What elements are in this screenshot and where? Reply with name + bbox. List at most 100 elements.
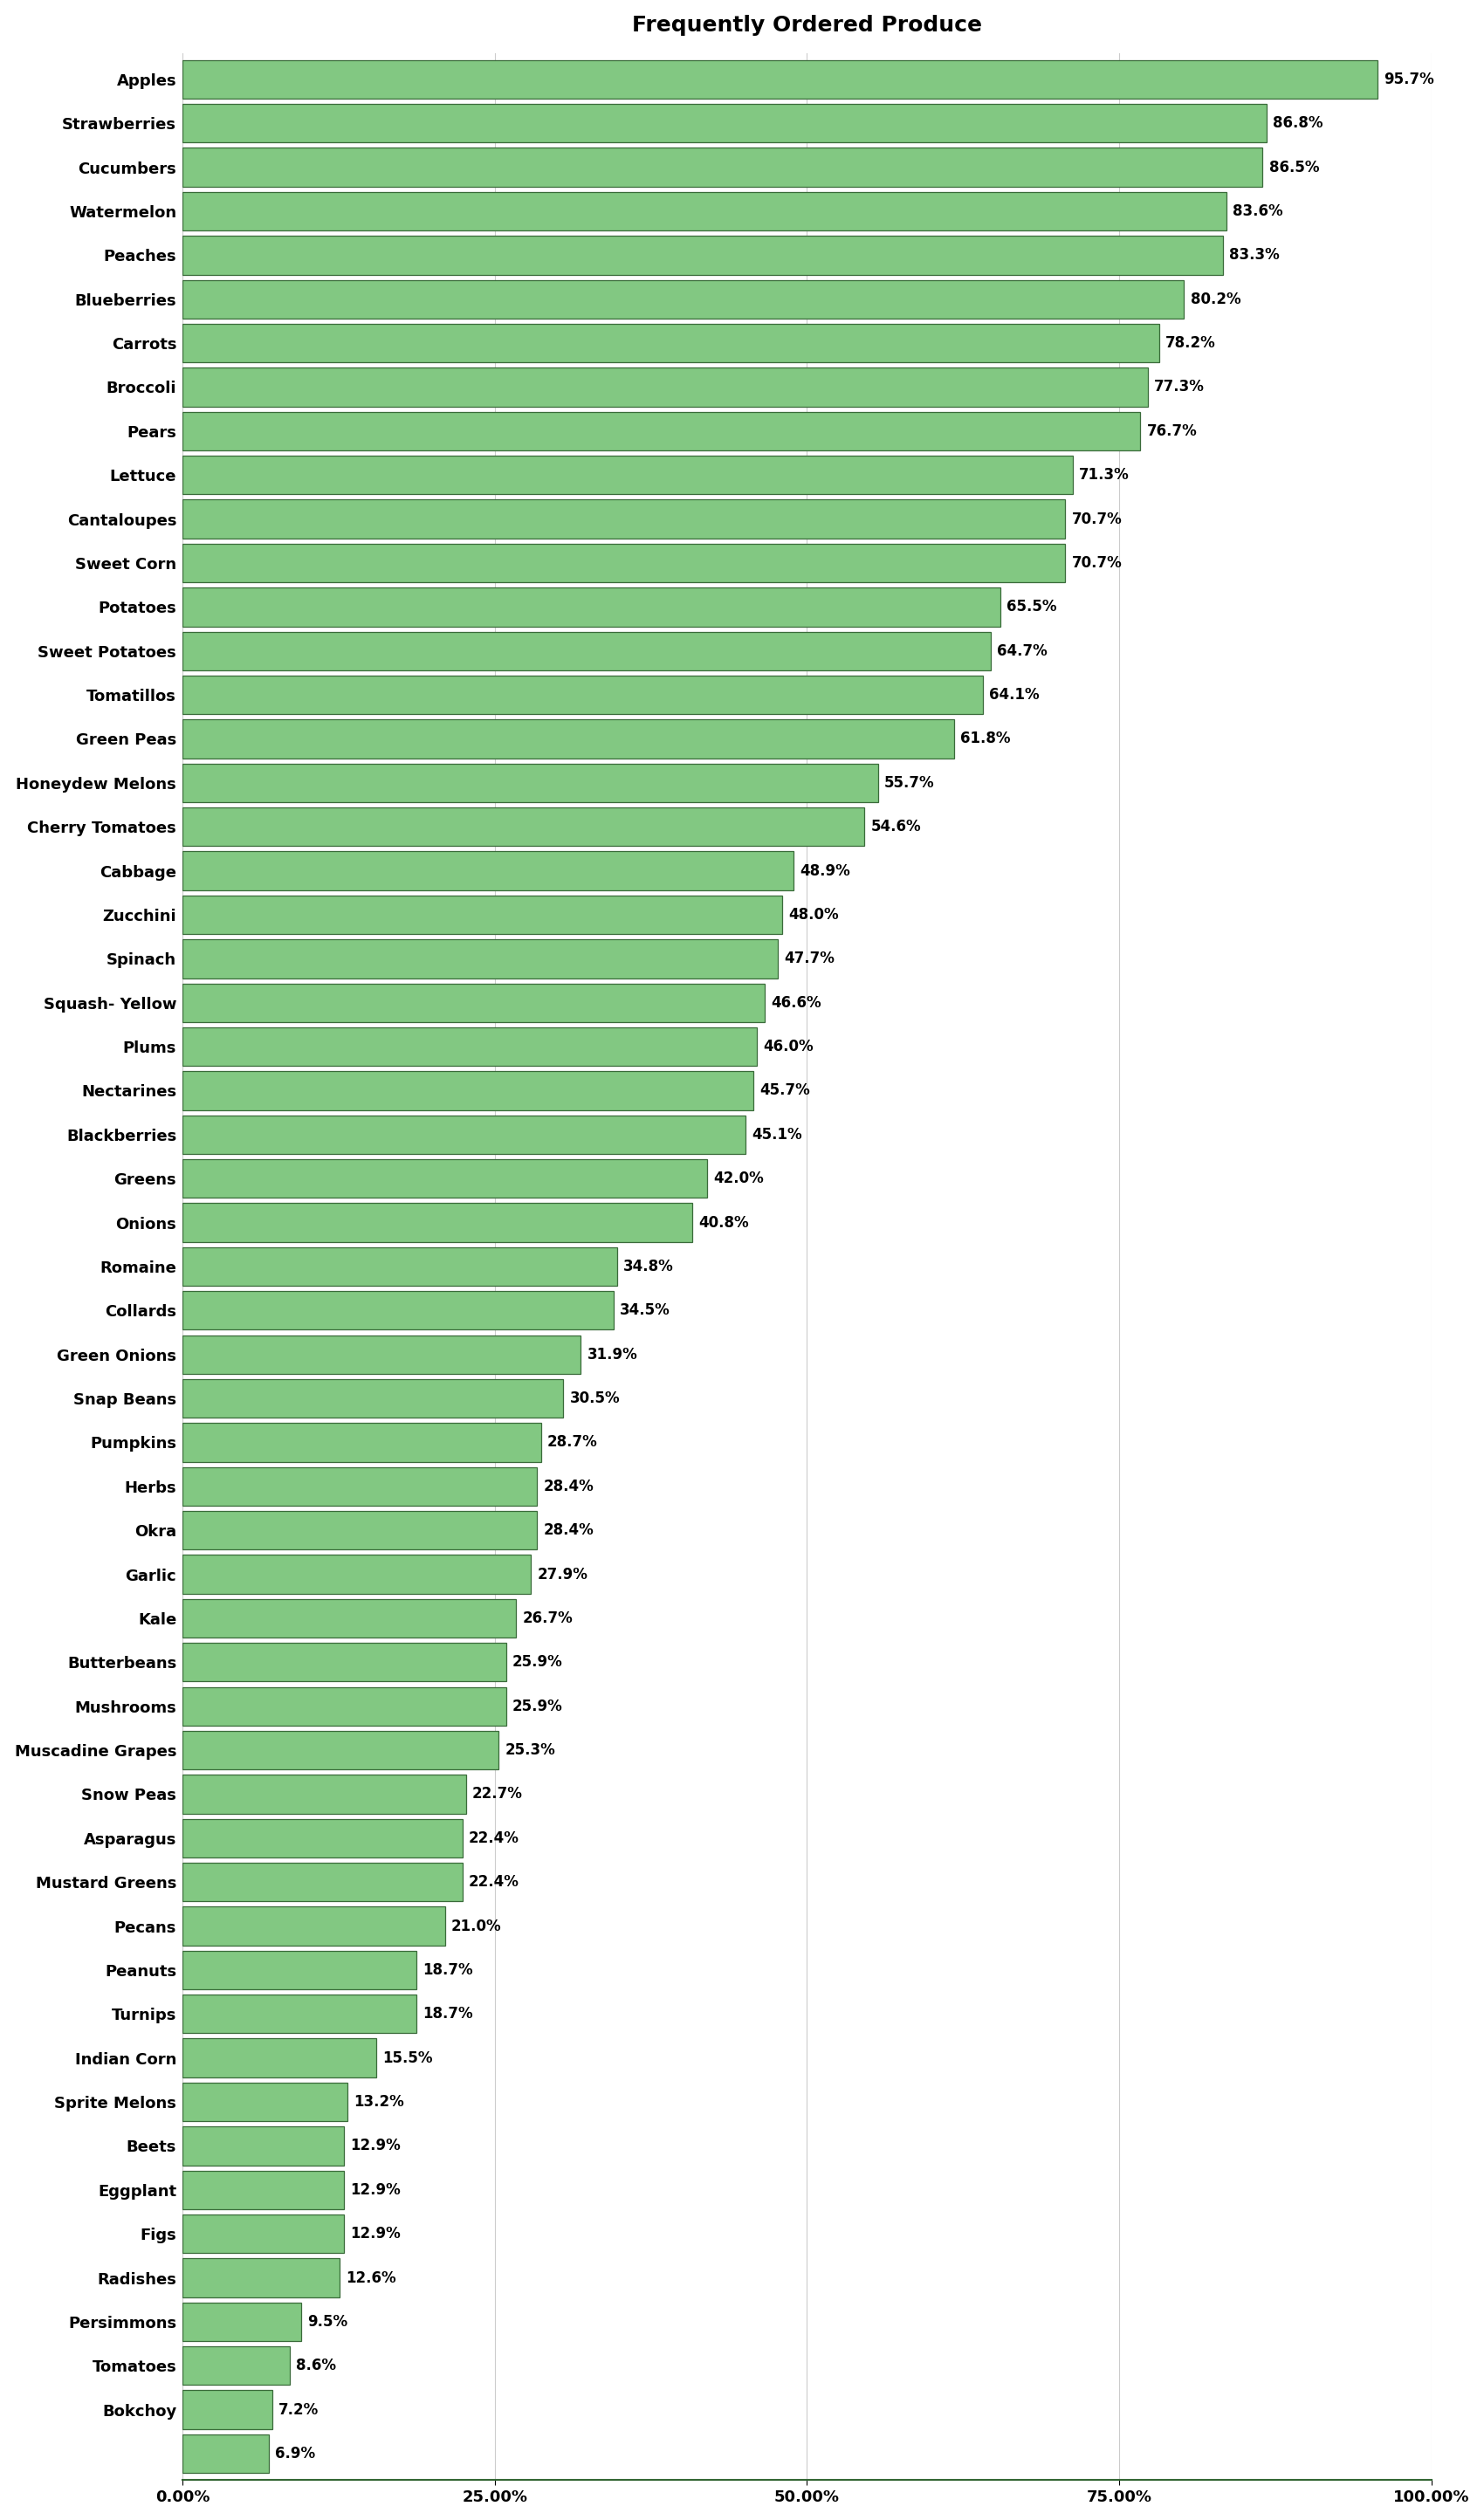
Bar bbox=[183, 411, 1140, 451]
Bar bbox=[183, 806, 864, 847]
Bar bbox=[183, 2434, 269, 2472]
Text: 12.9%: 12.9% bbox=[350, 2137, 401, 2155]
Bar bbox=[183, 192, 1226, 232]
Text: 40.8%: 40.8% bbox=[699, 1215, 748, 1230]
Text: 26.7%: 26.7% bbox=[522, 1610, 573, 1625]
Bar bbox=[183, 2215, 344, 2253]
Text: 76.7%: 76.7% bbox=[1147, 423, 1198, 438]
Bar bbox=[183, 2127, 344, 2165]
Bar bbox=[183, 60, 1377, 98]
Bar bbox=[183, 280, 1184, 318]
Bar bbox=[183, 852, 792, 890]
Bar bbox=[183, 237, 1223, 275]
Bar bbox=[183, 1731, 499, 1769]
Text: 12.6%: 12.6% bbox=[346, 2271, 396, 2286]
Text: 25.9%: 25.9% bbox=[512, 1653, 562, 1671]
Text: 47.7%: 47.7% bbox=[785, 950, 835, 968]
Text: 28.4%: 28.4% bbox=[543, 1479, 594, 1494]
Text: 65.5%: 65.5% bbox=[1006, 600, 1057, 615]
Bar bbox=[183, 1774, 466, 1814]
Text: 70.7%: 70.7% bbox=[1071, 554, 1122, 572]
Bar bbox=[183, 1996, 416, 2034]
Bar bbox=[183, 456, 1073, 494]
Text: 80.2%: 80.2% bbox=[1190, 292, 1241, 307]
Bar bbox=[183, 1247, 617, 1285]
Text: 21.0%: 21.0% bbox=[451, 1918, 502, 1933]
Text: 95.7%: 95.7% bbox=[1383, 71, 1434, 88]
Bar bbox=[183, 544, 1066, 582]
Bar bbox=[183, 1424, 542, 1462]
Text: 55.7%: 55.7% bbox=[884, 776, 935, 791]
Text: 25.3%: 25.3% bbox=[505, 1741, 555, 1759]
Bar bbox=[183, 721, 954, 759]
Text: 12.9%: 12.9% bbox=[350, 2225, 401, 2243]
Bar bbox=[183, 633, 990, 670]
Text: 18.7%: 18.7% bbox=[423, 2006, 472, 2021]
Bar bbox=[183, 2039, 375, 2076]
Bar bbox=[183, 895, 782, 935]
Bar bbox=[183, 1159, 706, 1197]
Text: 77.3%: 77.3% bbox=[1155, 381, 1205, 396]
Bar bbox=[183, 103, 1266, 144]
Text: 34.8%: 34.8% bbox=[623, 1257, 674, 1275]
Text: 45.7%: 45.7% bbox=[760, 1084, 810, 1099]
Bar bbox=[183, 2346, 289, 2384]
Bar bbox=[183, 1512, 537, 1550]
Text: 31.9%: 31.9% bbox=[588, 1346, 638, 1363]
Bar bbox=[183, 1202, 692, 1242]
Bar bbox=[183, 1028, 757, 1066]
Bar bbox=[183, 499, 1066, 539]
Text: 48.9%: 48.9% bbox=[800, 862, 850, 879]
Text: 45.1%: 45.1% bbox=[752, 1126, 803, 1142]
Bar bbox=[183, 1598, 516, 1638]
Text: 86.8%: 86.8% bbox=[1273, 116, 1322, 131]
Text: 78.2%: 78.2% bbox=[1165, 335, 1215, 350]
Text: 61.8%: 61.8% bbox=[960, 731, 1011, 746]
Text: 18.7%: 18.7% bbox=[423, 1963, 472, 1978]
Bar bbox=[183, 764, 879, 801]
Bar bbox=[183, 1378, 564, 1419]
Text: 71.3%: 71.3% bbox=[1079, 466, 1129, 484]
Title: Frequently Ordered Produce: Frequently Ordered Produce bbox=[632, 15, 982, 35]
Bar bbox=[183, 1950, 416, 1988]
Text: 30.5%: 30.5% bbox=[570, 1391, 620, 1406]
Bar bbox=[183, 149, 1263, 186]
Bar bbox=[183, 368, 1147, 406]
Bar bbox=[183, 1908, 445, 1945]
Bar bbox=[183, 1862, 462, 1903]
Bar bbox=[183, 1290, 613, 1331]
Bar bbox=[183, 1555, 531, 1593]
Bar bbox=[183, 323, 1159, 363]
Text: 25.9%: 25.9% bbox=[512, 1698, 562, 1714]
Text: 64.7%: 64.7% bbox=[997, 643, 1048, 658]
Text: 22.7%: 22.7% bbox=[472, 1787, 522, 1802]
Bar bbox=[183, 1819, 462, 1857]
Text: 9.5%: 9.5% bbox=[307, 2313, 347, 2328]
Bar bbox=[183, 983, 764, 1023]
Text: 46.0%: 46.0% bbox=[763, 1038, 813, 1053]
Bar bbox=[183, 2303, 301, 2341]
Text: 86.5%: 86.5% bbox=[1269, 159, 1319, 174]
Bar bbox=[183, 2391, 273, 2429]
Text: 83.3%: 83.3% bbox=[1229, 247, 1279, 262]
Bar bbox=[183, 1686, 506, 1726]
Bar bbox=[183, 1071, 754, 1109]
Text: 48.0%: 48.0% bbox=[788, 907, 838, 922]
Text: 27.9%: 27.9% bbox=[537, 1567, 588, 1583]
Text: 42.0%: 42.0% bbox=[714, 1172, 764, 1187]
Bar bbox=[183, 587, 1000, 627]
Text: 83.6%: 83.6% bbox=[1233, 204, 1284, 219]
Text: 22.4%: 22.4% bbox=[469, 1830, 519, 1847]
Bar bbox=[183, 1116, 746, 1154]
Text: 7.2%: 7.2% bbox=[279, 2402, 319, 2417]
Bar bbox=[183, 2082, 347, 2122]
Bar bbox=[183, 1643, 506, 1681]
Text: 6.9%: 6.9% bbox=[275, 2447, 315, 2462]
Bar bbox=[183, 940, 778, 978]
Text: 8.6%: 8.6% bbox=[297, 2359, 337, 2374]
Text: 64.1%: 64.1% bbox=[990, 688, 1039, 703]
Text: 28.7%: 28.7% bbox=[548, 1434, 598, 1449]
Text: 70.7%: 70.7% bbox=[1071, 512, 1122, 527]
Text: 28.4%: 28.4% bbox=[543, 1522, 594, 1537]
Text: 22.4%: 22.4% bbox=[469, 1875, 519, 1890]
